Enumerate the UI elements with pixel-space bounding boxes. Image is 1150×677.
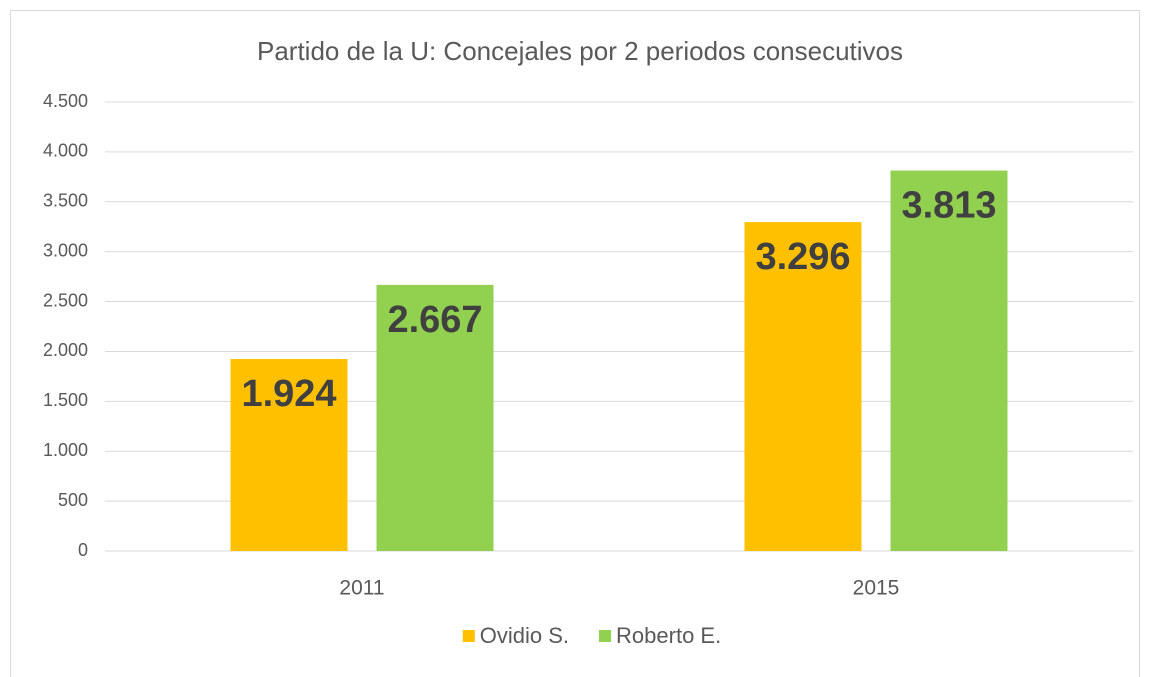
y-tick-label: 1.000 bbox=[43, 440, 88, 460]
bar bbox=[744, 222, 862, 551]
bar bbox=[230, 359, 348, 551]
x-tick-label: 2015 bbox=[853, 577, 900, 600]
data-label: 3.813 bbox=[901, 185, 996, 227]
y-tick-label: 500 bbox=[58, 490, 88, 510]
bar bbox=[376, 284, 494, 551]
y-tick-label: 2.000 bbox=[43, 340, 88, 360]
legend-label: Ovidio S. bbox=[480, 623, 569, 648]
y-tick-label: 3.500 bbox=[43, 191, 88, 211]
data-label: 2.667 bbox=[387, 299, 482, 341]
y-tick-label: 4.500 bbox=[43, 91, 88, 111]
y-tick-label: 1.500 bbox=[43, 390, 88, 410]
x-tick-label: 2011 bbox=[339, 577, 384, 600]
y-tick-label: 3.000 bbox=[43, 240, 88, 260]
data-label: 1.924 bbox=[241, 373, 336, 415]
bar bbox=[890, 170, 1008, 551]
chart-title: Partido de la U: Concejales por 2 period… bbox=[257, 36, 903, 66]
legend-swatch bbox=[599, 630, 612, 642]
data-label: 3.296 bbox=[755, 236, 850, 278]
y-tick-label: 2.500 bbox=[43, 290, 88, 310]
y-tick-label: 0 bbox=[78, 540, 88, 560]
y-tick-label: 4.000 bbox=[43, 141, 88, 161]
legend-swatch bbox=[462, 630, 475, 642]
legend-label: Roberto E. bbox=[616, 623, 721, 648]
